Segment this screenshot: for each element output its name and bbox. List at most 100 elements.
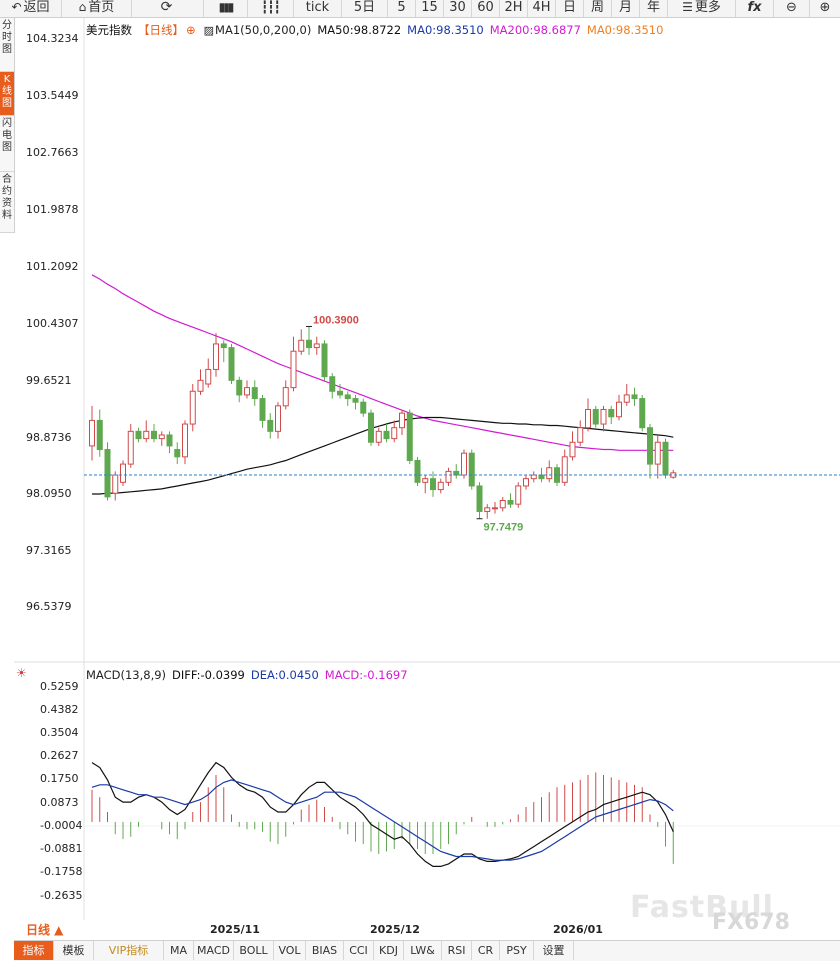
zoom-in-button[interactable]: ⊕ <box>810 0 840 17</box>
tab-macd[interactable]: MACD <box>194 941 234 960</box>
tab-week[interactable]: 周 <box>584 0 612 17</box>
candle-body <box>468 452 475 487</box>
candle-body <box>608 408 615 418</box>
tab-4h[interactable]: 4H <box>528 0 556 17</box>
tab-template[interactable]: 模板 <box>54 941 94 960</box>
candle-body <box>492 507 498 510</box>
tab-60min[interactable]: 60 <box>472 0 500 17</box>
candle-body <box>298 339 305 352</box>
candle-body <box>236 379 243 396</box>
tab-30min[interactable]: 30 <box>444 0 472 17</box>
candle <box>89 405 95 461</box>
candle <box>197 369 204 395</box>
tab-psy[interactable]: PSY <box>500 941 534 960</box>
tab-15min[interactable]: 15 <box>416 0 444 17</box>
candle <box>182 420 188 465</box>
candle <box>267 413 274 439</box>
macd-y-tick-label: -0.0881 <box>40 842 83 855</box>
nav-contract-info[interactable]: 合约资料 <box>0 172 14 233</box>
main-chart-legend: 美元指数 【日线】 ⊕ ▨MA1(50,0,200,0) MA50:98.8722 MA0… <box>86 22 669 38</box>
candle-body <box>96 419 103 451</box>
candle-body <box>306 339 312 349</box>
candle-body <box>360 401 367 414</box>
formula-button[interactable]: fx <box>736 0 774 17</box>
candle <box>476 482 483 519</box>
candle-body <box>499 500 506 509</box>
tab-settings[interactable]: 设置 <box>534 941 574 960</box>
indicator-tab-bar: 指标 模板 VIP指标 MA MACD BOLL VOL BIAS CCI KD… <box>14 940 840 961</box>
tab-tick[interactable]: tick <box>294 0 342 17</box>
settings-icon[interactable]: ⊕ <box>186 23 196 37</box>
tab-cr[interactable]: CR <box>472 941 500 960</box>
tab-lw[interactable]: LW& <box>404 941 442 960</box>
candle <box>461 449 467 479</box>
symbol-name: 美元指数 <box>86 23 132 37</box>
candle-body <box>174 449 181 458</box>
more-button[interactable]: ☰ 更多 <box>668 0 736 17</box>
tab-boll[interactable]: BOLL <box>234 941 274 960</box>
tab-5min[interactable]: 5 <box>388 0 416 17</box>
candle <box>507 493 514 508</box>
candle <box>236 376 243 403</box>
nav-time-chart[interactable]: 分时图 <box>0 18 14 72</box>
candle <box>368 409 374 446</box>
candle-body <box>112 474 119 494</box>
candle <box>344 391 351 406</box>
candle <box>321 340 328 381</box>
tab-vol[interactable]: VOL <box>274 941 306 960</box>
candle <box>143 420 150 443</box>
tab-month[interactable]: 月 <box>612 0 640 17</box>
high-label: 100.3900 <box>313 314 359 326</box>
tab-year[interactable]: 年 <box>640 0 668 17</box>
tab-rsi[interactable]: RSI <box>442 941 472 960</box>
tab-indicators[interactable]: 指标 <box>14 941 54 960</box>
candle-body <box>368 412 374 443</box>
macd-y-tick-label: -0.1758 <box>40 865 83 878</box>
ma0-orange-value: MA0:98.3510 <box>586 23 664 37</box>
candle <box>120 460 126 486</box>
y-tick-label: 100.4307 <box>26 317 79 330</box>
x-axis-label: 2025/12 <box>370 923 420 936</box>
candle-body <box>127 430 134 465</box>
left-view-nav: 分时图 K线图 闪电图 合约资料 <box>0 18 15 233</box>
nav-flash-chart[interactable]: 闪电图 <box>0 116 14 172</box>
refresh-button[interactable]: ⟳ <box>132 0 204 17</box>
macd-settings-icon[interactable]: ☀ <box>16 666 27 680</box>
zoom-out-button[interactable]: ⊖ <box>774 0 810 17</box>
dea-value: DEA:0.0450 <box>250 668 319 682</box>
nav-kline-chart[interactable]: K线图 <box>0 72 14 116</box>
zoom-in-icon: ⊕ <box>819 0 831 15</box>
tab-cci[interactable]: CCI <box>344 941 374 960</box>
candle <box>600 405 607 432</box>
candles <box>89 326 677 519</box>
candle-body <box>352 398 359 403</box>
back-button[interactable]: ↶ 返回 <box>0 0 62 17</box>
tab-5day[interactable]: 5日 <box>342 0 388 17</box>
candle-body <box>430 478 436 491</box>
candle-body <box>639 398 646 429</box>
candle <box>306 326 312 355</box>
candle <box>414 456 421 486</box>
candle-body <box>422 478 429 483</box>
period-tag: 【日线】 <box>138 23 184 37</box>
candle-chart-button[interactable]: ┇┇┇ <box>248 0 294 17</box>
diff-value: DIFF:-0.0399 <box>172 668 245 682</box>
candle-body <box>104 449 111 498</box>
candle-body <box>654 441 661 465</box>
bar-chart-button[interactable]: ▮▮▮ <box>204 0 248 17</box>
candle-body <box>445 470 452 483</box>
tab-kdj[interactable]: KDJ <box>374 941 404 960</box>
tab-vip-indicators[interactable]: VIP指标 <box>94 941 164 960</box>
candle <box>592 405 599 428</box>
tab-2h[interactable]: 2H <box>500 0 528 17</box>
tab-ma[interactable]: MA <box>164 941 194 960</box>
candle-body <box>437 481 444 491</box>
home-button[interactable]: ⌂ 首页 <box>62 0 132 17</box>
tab-day[interactable]: 日 <box>556 0 584 17</box>
candle-body <box>507 500 514 505</box>
period-selector[interactable]: 日线 ▲ <box>26 923 64 937</box>
candle-body <box>616 401 622 418</box>
tab-bias[interactable]: BIAS <box>306 941 344 960</box>
candle-body <box>197 379 204 392</box>
